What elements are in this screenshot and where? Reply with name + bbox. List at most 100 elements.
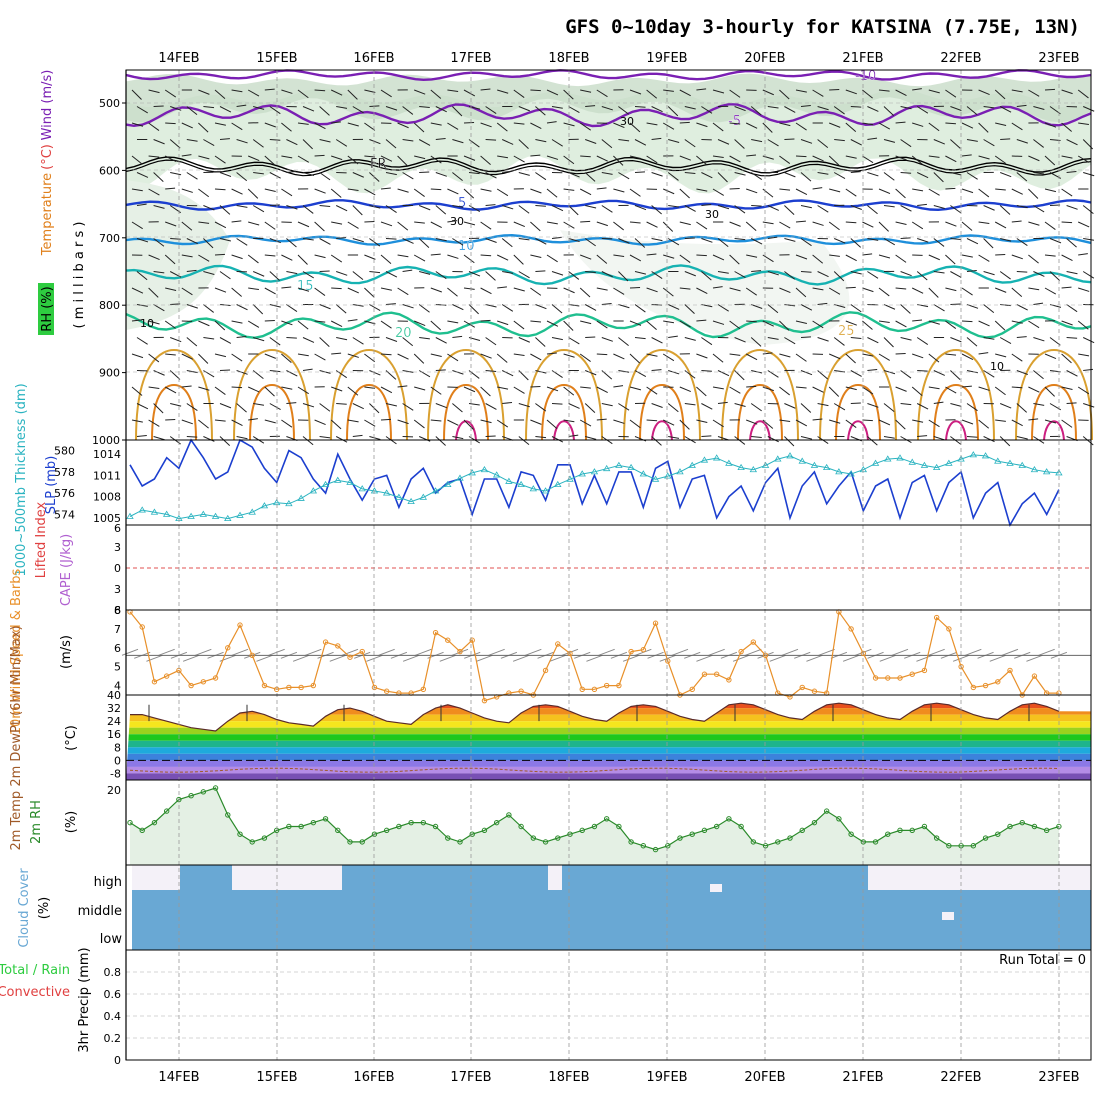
rh-contour-label: 30	[620, 115, 634, 128]
wind10-barb	[1001, 648, 1019, 656]
wind-barb	[1000, 172, 1012, 178]
wind-barb	[834, 139, 845, 142]
wind10-marker	[933, 614, 940, 621]
wind-barb	[530, 320, 542, 323]
wind-barb	[219, 138, 230, 140]
wind-barb	[701, 370, 712, 372]
date-label-top: 18FEB	[548, 51, 589, 66]
date-axis-bottom: 14FEB 15FEB 16FEB 17FEB 18FEB 19FEB 20FEB 21FEB…	[158, 1070, 1079, 1085]
wind-barb	[717, 139, 730, 145]
wind-barb	[767, 271, 779, 276]
wind-barb	[734, 238, 746, 241]
isotherm-25-arch	[1015, 348, 1093, 441]
wind-barb	[867, 403, 879, 408]
wind-barb	[634, 205, 647, 211]
wind-barb	[784, 106, 796, 113]
wind-barb	[331, 155, 343, 161]
wind-barb	[397, 353, 409, 360]
wind-barb	[447, 188, 459, 195]
wind-barb	[762, 254, 774, 263]
wind-barb	[447, 419, 459, 426]
wind-barb	[845, 122, 857, 133]
wind-barb	[712, 122, 724, 132]
wind-barb	[286, 238, 297, 248]
wind10-marker	[591, 686, 598, 693]
wind-barb	[629, 89, 642, 95]
wind-barb	[584, 172, 596, 182]
wind-barb	[364, 287, 375, 298]
wind-barb	[684, 139, 696, 148]
wind-barb	[447, 287, 458, 297]
wind-barb	[684, 205, 696, 212]
wind-barb	[895, 121, 906, 124]
wind-barb	[430, 155, 442, 164]
slp-thickness-panel: 574 576 578 580 1005 1008 1011 1014	[54, 438, 1063, 528]
wind-barb	[717, 238, 729, 248]
wind-barb	[696, 254, 707, 257]
wind-barb	[867, 205, 878, 215]
wind-barb	[435, 205, 447, 215]
wind-barb	[684, 271, 696, 277]
wind-barb	[347, 122, 359, 127]
wind-barb	[518, 436, 530, 446]
wind-barb	[928, 320, 940, 325]
wind-barb	[667, 172, 679, 181]
wind-barb	[928, 353, 940, 363]
wind-barb	[966, 106, 978, 116]
wind-barb	[646, 320, 657, 331]
wind-barb	[696, 188, 708, 192]
wind-barb	[369, 370, 381, 376]
wind-barb	[878, 188, 891, 195]
wind-barb	[634, 106, 646, 108]
wind-barb	[314, 287, 326, 296]
wind-barb	[546, 121, 557, 124]
rh-shading-low	[126, 180, 230, 330]
wind-barb	[950, 403, 962, 407]
wind-barb	[269, 204, 280, 206]
wind10-marker	[163, 673, 170, 679]
wind-barb	[634, 139, 647, 146]
wind10-marker	[518, 688, 524, 694]
wind10-marker	[946, 626, 952, 632]
wind-barb	[833, 172, 846, 180]
cloud-gap	[942, 912, 954, 920]
wind10-marker	[848, 626, 854, 632]
wind-barb	[452, 106, 463, 117]
wind-barb	[961, 385, 972, 388]
rh2m-marker	[591, 823, 598, 830]
wind-barb	[513, 89, 525, 98]
date-label-top: 16FEB	[353, 51, 394, 66]
thickness-marker	[578, 470, 586, 477]
wind-barb	[651, 436, 662, 446]
wind-barb	[297, 320, 309, 330]
wind-barb	[518, 139, 529, 150]
wind-barb	[331, 121, 341, 124]
thickness-marker	[1030, 465, 1039, 473]
wind-barb	[286, 337, 297, 339]
wind-barb	[286, 205, 298, 210]
wind-barb	[1066, 304, 1078, 313]
wind-barb	[596, 155, 608, 162]
rh2m-marker	[738, 823, 744, 830]
thickness-marker	[529, 485, 538, 492]
rh2m-marker	[677, 835, 683, 841]
wind-barb	[584, 403, 596, 414]
date-label-bottom: 15FEB	[256, 1070, 297, 1085]
wind-barb	[186, 269, 197, 272]
wind10-marker	[469, 637, 475, 643]
precip-tick: 0.6	[104, 988, 122, 1001]
isotherm-30-arch	[346, 383, 392, 441]
rh2m-marker	[493, 819, 500, 826]
wind-barb	[452, 370, 464, 375]
wind-barb	[380, 155, 393, 162]
wind10-barb	[781, 648, 799, 656]
wind-barb	[1044, 88, 1056, 91]
wind-barb	[717, 401, 728, 404]
wind10-marker	[432, 629, 439, 636]
rh2m-marker	[921, 823, 928, 830]
thickness-marker	[492, 471, 501, 478]
wind-barb	[264, 419, 276, 424]
wind-barb	[828, 155, 840, 166]
rh2m-marker	[982, 835, 989, 841]
wind-barb	[1061, 221, 1073, 224]
